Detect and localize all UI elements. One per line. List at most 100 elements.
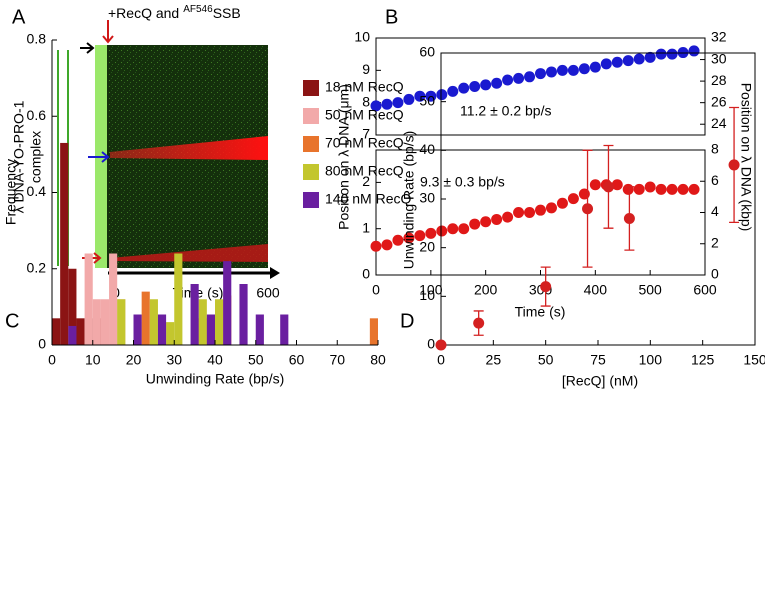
x-axis-label: Time (s) <box>515 304 566 320</box>
x-tick-label: 125 <box>691 352 715 368</box>
histogram-bar <box>133 314 142 345</box>
legend-swatch <box>303 136 319 152</box>
x-tick-label: 80 <box>370 352 386 368</box>
data-point <box>578 188 590 200</box>
data-point <box>611 179 623 191</box>
y-tick-label: 40 <box>419 141 435 157</box>
y2-tick-label: 0 <box>711 266 719 282</box>
x-tick-label: 50 <box>538 352 554 368</box>
histogram-bar <box>223 261 232 345</box>
histogram-bar <box>206 314 215 345</box>
histogram-bar <box>76 318 85 345</box>
y2-tick-label: 6 <box>711 172 719 188</box>
y-tick-label: 0 <box>362 266 370 282</box>
y-tick-label: 60 <box>419 44 435 60</box>
data-point <box>622 55 634 67</box>
data-point <box>545 66 557 78</box>
panel-label: D <box>400 310 414 332</box>
x-tick-label: 20 <box>126 352 142 368</box>
panel-label: A <box>12 6 26 28</box>
data-point <box>403 93 415 105</box>
annotation: 11.2 ± 0.2 bp/s <box>460 103 552 119</box>
data-point <box>644 51 656 63</box>
x-tick-label: 30 <box>166 352 182 368</box>
data-point <box>403 232 415 244</box>
x-axis-label: Unwinding Rate (bp/s) <box>146 371 285 387</box>
x-tick-label: 75 <box>590 352 606 368</box>
x-axis-label: [RecQ] (nM) <box>562 373 638 389</box>
y-axis-label: complex <box>28 131 44 183</box>
x-tick-label: 400 <box>584 282 608 298</box>
y-tick-label: 10 <box>419 287 435 303</box>
data-point <box>556 197 568 209</box>
arrows <box>80 20 270 275</box>
x-tick-label: 150 <box>743 352 765 368</box>
x-tick-label: 0 <box>48 352 56 368</box>
annotation-superscript: AF546 <box>183 4 213 15</box>
y-tick-label: 7 <box>362 126 370 142</box>
x-tick-label: 10 <box>85 352 101 368</box>
x-tick-label: 40 <box>207 352 223 368</box>
data-point <box>491 77 503 89</box>
histogram-bar <box>109 253 118 345</box>
data-point <box>535 204 546 216</box>
y-tick-label: 0 <box>38 336 46 352</box>
x-tick-label: 600 <box>256 285 280 301</box>
red-streak <box>110 244 268 262</box>
data-point <box>392 234 404 246</box>
data-point <box>600 58 612 70</box>
y2-tick-label: 4 <box>711 203 719 219</box>
data-point <box>469 218 481 230</box>
data-point <box>447 223 459 235</box>
y2-axis-label: Position on λ DNA (kbp) <box>738 83 754 232</box>
y2-tick-label: 28 <box>711 72 727 88</box>
y2-tick-label: 30 <box>711 50 727 66</box>
histogram-bar <box>84 253 93 345</box>
data-point <box>502 211 514 223</box>
annotation: +RecQ and AF546SSB <box>108 4 241 21</box>
data-point <box>644 181 656 193</box>
y-tick-label: 10 <box>354 29 370 45</box>
data-point <box>666 48 678 60</box>
y2-tick-label: 2 <box>711 234 719 250</box>
legend-label: 140 nM RecQ <box>325 191 411 207</box>
x-tick-label: 0 <box>372 282 380 298</box>
data-point <box>414 230 426 242</box>
data-point <box>633 53 645 65</box>
annotation-text: SSB <box>213 5 241 21</box>
data-point <box>370 240 382 252</box>
x-tick-label: 500 <box>638 282 662 298</box>
y2-tick-label: 24 <box>711 115 727 131</box>
arrow-head <box>270 267 280 279</box>
data-point <box>602 181 614 193</box>
data-point <box>524 207 536 218</box>
y2-tick-label: 32 <box>711 29 727 45</box>
x-tick-label: 70 <box>329 352 345 368</box>
data-point <box>425 90 437 102</box>
data-point <box>666 183 678 195</box>
data-point <box>524 71 536 83</box>
y-tick-label: 0.8 <box>27 31 47 47</box>
data-point <box>381 239 393 251</box>
histogram-bar <box>149 299 158 345</box>
data-point <box>435 339 447 351</box>
data-point <box>589 179 601 191</box>
histogram-bar <box>198 299 207 345</box>
histogram-bar <box>141 291 150 345</box>
data-point <box>589 61 601 73</box>
data-point <box>633 183 645 195</box>
histogram-bar <box>157 314 167 345</box>
x-tick-label: 25 <box>486 352 502 368</box>
data-point <box>655 183 667 195</box>
data-point <box>623 212 635 224</box>
data-point <box>370 100 382 112</box>
histogram-bar <box>68 268 77 345</box>
x-tick-label: 600 <box>693 282 717 298</box>
y-tick-label: 0.2 <box>27 259 47 275</box>
y-tick-label: 20 <box>419 238 435 254</box>
data-point <box>473 317 485 329</box>
histogram-bar <box>369 318 378 345</box>
histogram-bar <box>52 318 61 345</box>
legend-label: 80 nM RecQ <box>325 163 404 179</box>
data-point <box>502 74 514 86</box>
